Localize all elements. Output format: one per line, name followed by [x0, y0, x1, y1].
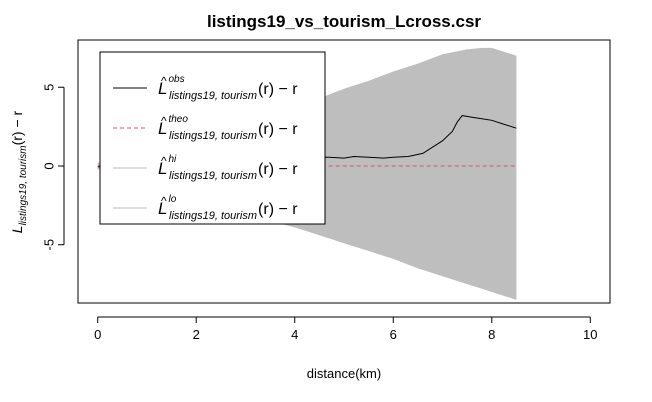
- y-axis-label-sub: listings19, tourism: [18, 145, 29, 225]
- legend-label-obs: ^Lobs listings19, tourism(r) − r: [158, 74, 298, 102]
- y-axis: -5 0 5: [41, 84, 65, 251]
- x-axis: 0 2 4 6 8 10: [94, 316, 598, 342]
- legend-text: Ltheo listings19, tourism(r) − r: [158, 114, 298, 142]
- chart-title: listings19_vs_tourism_Lcross.csr: [207, 12, 481, 31]
- legend-hat: ^: [161, 194, 167, 208]
- legend-text: Llo listings19, tourism(r) − r: [158, 194, 298, 222]
- y-tick-label: 0: [41, 162, 56, 169]
- legend-hat: ^: [161, 114, 167, 128]
- legend-label-hi: ^Lhi listings19, tourism(r) − r: [158, 154, 298, 182]
- svg-text:Llistings19, tourism(r) − r: Llistings19, tourism(r) − r: [9, 110, 29, 233]
- legend-label-lo: ^Llo listings19, tourism(r) − r: [158, 194, 298, 222]
- legend-box: [99, 51, 326, 225]
- y-axis-label: Llistings19, tourism(r) − r: [9, 110, 29, 233]
- legend-text: Lhi listings19, tourism(r) − r: [158, 154, 298, 182]
- y-axis-label-tail: (r) − r: [9, 110, 25, 145]
- x-tick-label: 8: [488, 327, 495, 342]
- legend: ^Lobs listings19, tourism(r) − r^Ltheo lis…: [99, 51, 326, 225]
- x-tick-label: 0: [94, 327, 101, 342]
- x-tick-label: 10: [583, 327, 597, 342]
- x-axis-label: distance(km): [307, 366, 381, 381]
- legend-label-theo: ^Ltheo listings19, tourism(r) − r: [158, 114, 298, 142]
- y-axis-label-main: L: [9, 225, 25, 233]
- legend-hat: ^: [161, 74, 167, 88]
- x-tick-label: 4: [291, 327, 298, 342]
- y-tick-label: 5: [41, 84, 56, 91]
- plot-frame: [77, 39, 611, 304]
- x-tick-label: 2: [193, 327, 200, 342]
- y-tick-label: -5: [41, 239, 56, 251]
- x-tick-label: 6: [390, 327, 397, 342]
- legend-text: Lobs listings19, tourism(r) − r: [158, 74, 298, 102]
- legend-hat: ^: [161, 154, 167, 168]
